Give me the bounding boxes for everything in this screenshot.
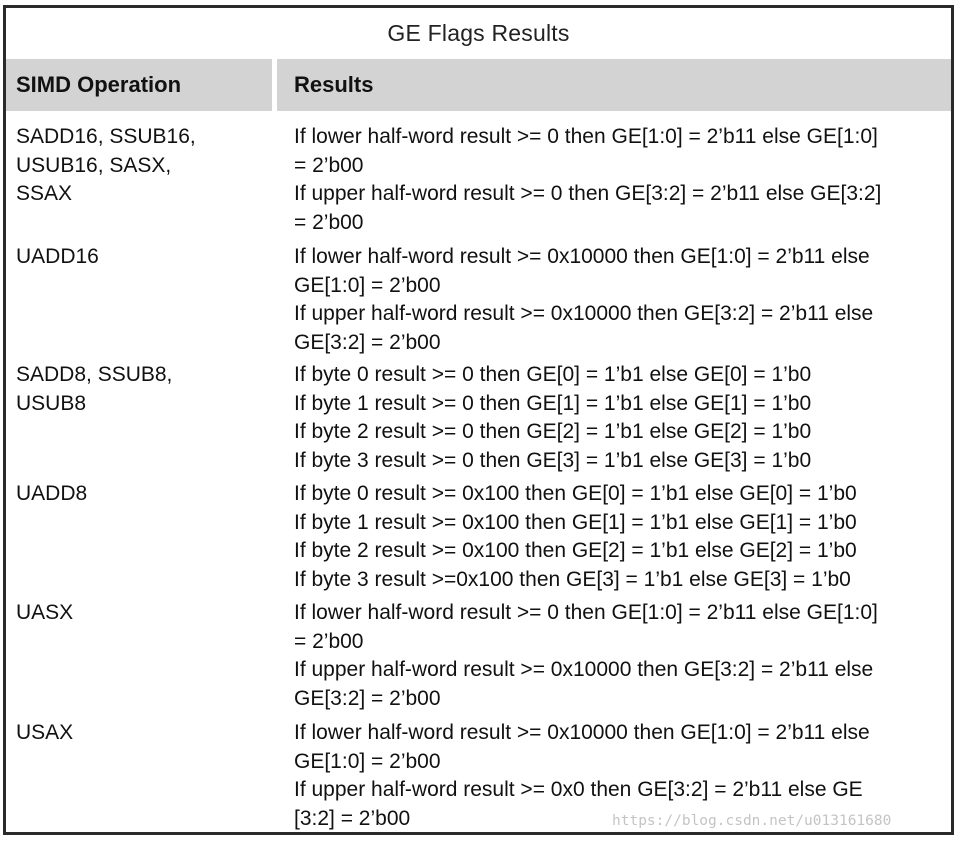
source-watermark: https://blog.csdn.net/u013161680 — [612, 813, 892, 829]
operation-cell: SADD16, SSUB16, USUB16, SASX, SSAX — [6, 123, 277, 243]
table-row: SADD8, SSUB8, USUB8 If byte 0 result >= … — [6, 361, 951, 480]
table-row: UADD8 If byte 0 result >= 0x100 then GE[… — [6, 480, 951, 599]
result-text: If byte 2 result >= 0x100 then GE[2] = 1… — [294, 539, 857, 563]
result-text: If upper half-word result >= 0x10000 the… — [294, 302, 874, 326]
operation-text: UADD16 — [16, 245, 99, 268]
result-text: If byte 0 result >= 0 then GE[0] = 1’b1 … — [294, 363, 812, 386]
operation-cell: UADD16 — [6, 243, 277, 361]
result-text: If upper half-word result >= 0x10000 the… — [294, 658, 874, 682]
result-text: If byte 3 result >= 0 then GE[3] = 1’b1 … — [294, 448, 812, 472]
result-text: GE[1:0] = 2’b00 — [294, 749, 441, 773]
result-text: If lower half-word result >= 0x10000 the… — [294, 245, 870, 268]
result-text: If byte 3 result >=0x100 then GE[3] = 1’… — [294, 567, 851, 591]
result-text: = 2’b00 — [294, 153, 364, 177]
result-text: If upper half-word result >= 0x0 then GE… — [294, 778, 863, 802]
operation-cell: UASX — [6, 599, 277, 719]
result-text: If lower half-word result >= 0 then GE[1… — [294, 601, 878, 624]
result-text: GE[1:0] = 2’b00 — [294, 273, 441, 297]
table-row: SADD16, SSUB16, USUB16, SASX, SSAX If lo… — [6, 123, 951, 243]
result-text: If byte 1 result >= 0 then GE[1] = 1’b1 … — [294, 391, 812, 415]
result-cell: If byte 0 result >= 0x100 then GE[0] = 1… — [277, 480, 951, 599]
result-text: If lower half-word result >= 0x10000 the… — [294, 721, 870, 744]
result-text: GE[3:2] = 2’b00 — [294, 330, 441, 354]
result-text: If byte 1 result >= 0x100 then GE[1] = 1… — [294, 510, 857, 534]
operation-text: SSAX — [16, 182, 73, 206]
result-text: If upper half-word result >= 0 then GE[3… — [294, 182, 882, 206]
operation-text: USAX — [16, 721, 74, 744]
header-results: Results — [277, 59, 951, 111]
result-cell: If lower half-word result >= 0 then GE[1… — [277, 123, 951, 243]
operation-text: UASX — [16, 601, 74, 624]
operation-text: SADD8, SSUB8, — [16, 363, 173, 386]
table-row: UASX If lower half-word result >= 0 then… — [6, 599, 951, 719]
result-text: = 2’b00 — [294, 629, 364, 653]
header-simd-operation: SIMD Operation — [6, 59, 272, 111]
table-row: UADD16 If lower half-word result >= 0x10… — [6, 243, 951, 361]
result-text: If lower half-word result >= 0 then GE[1… — [294, 125, 878, 148]
result-text: If byte 0 result >= 0x100 then GE[0] = 1… — [294, 482, 857, 505]
result-cell: If lower half-word result >= 0 then GE[1… — [277, 599, 951, 719]
operation-text: USUB16, SASX, — [16, 153, 172, 177]
result-text: [3:2] = 2’b00 — [294, 806, 411, 830]
result-text: If byte 2 result >= 0 then GE[2] = 1’b1 … — [294, 420, 812, 444]
table-body: SADD16, SSUB16, USUB16, SASX, SSAX If lo… — [6, 123, 951, 837]
header-divider — [272, 59, 277, 111]
result-text: = 2’b00 — [294, 210, 364, 234]
table-title: GE Flags Results — [6, 8, 951, 60]
result-text: GE[3:2] = 2’b00 — [294, 686, 441, 710]
result-cell: If lower half-word result >= 0x10000 the… — [277, 243, 951, 361]
ge-flags-table: GE Flags Results SIMD Operation Results … — [3, 5, 954, 835]
operation-cell: USAX — [6, 719, 277, 837]
result-cell: If lower half-word result >= 0x10000 the… — [277, 719, 951, 837]
operation-text: SADD16, SSUB16, — [16, 125, 196, 148]
table-row: USAX If lower half-word result >= 0x1000… — [6, 719, 951, 837]
operation-text: USUB8 — [16, 391, 87, 415]
operation-cell: UADD8 — [6, 480, 277, 599]
operation-text: UADD8 — [16, 482, 88, 505]
result-cell: If byte 0 result >= 0 then GE[0] = 1’b1 … — [277, 361, 951, 480]
table-header-row: SIMD Operation Results — [6, 59, 951, 111]
operation-cell: SADD8, SSUB8, USUB8 — [6, 361, 277, 480]
